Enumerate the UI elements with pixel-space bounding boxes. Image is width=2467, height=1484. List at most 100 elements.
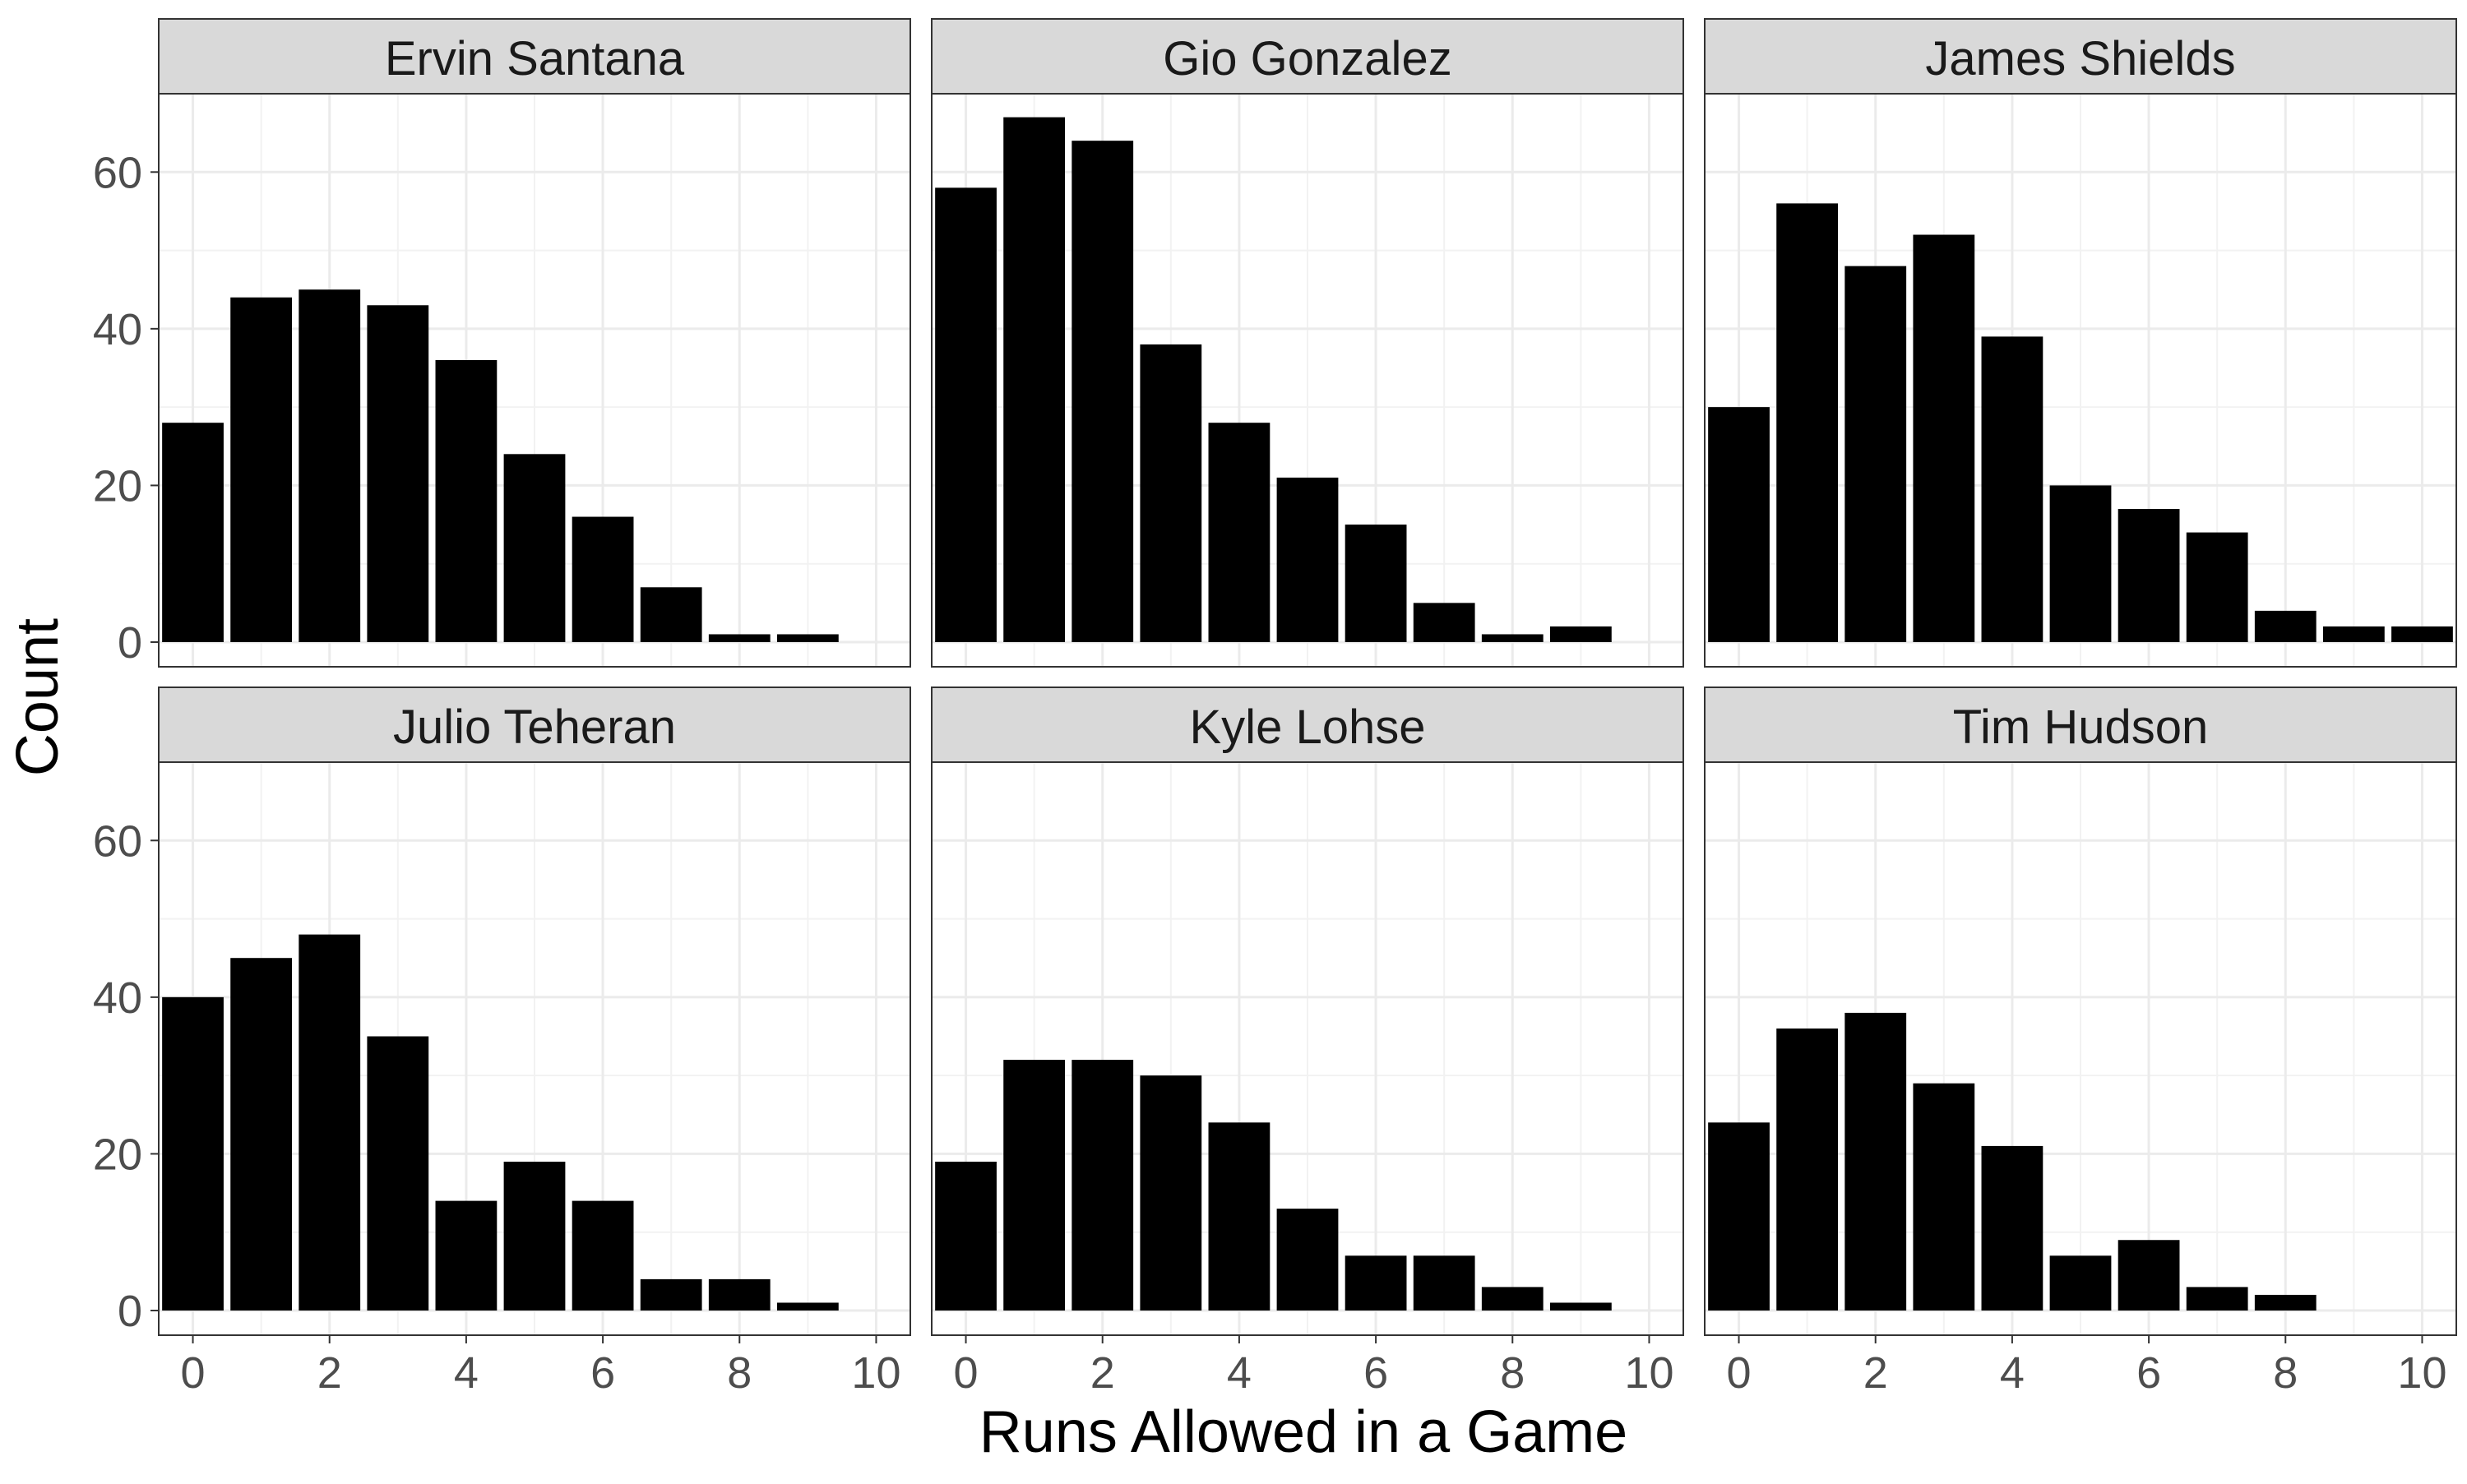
- facet-strip-tim-hudson: [1704, 687, 2457, 763]
- bar-james-shields-8: [2254, 610, 2317, 642]
- bar-kyle-lohse-3: [1140, 1075, 1202, 1311]
- bar-gio-gonzalez-1: [1003, 117, 1066, 643]
- facet-strip-label-tim-hudson: Tim Hudson: [1953, 700, 2209, 754]
- x-tick-label: 10: [1624, 1348, 1673, 1398]
- bar-tim-hudson-5: [2049, 1255, 2112, 1311]
- bar-james-shields-3: [1913, 234, 1975, 642]
- bar-james-shields-5: [2049, 485, 2112, 642]
- x-tick-label: 4: [454, 1348, 479, 1398]
- bar-james-shields-7: [2186, 532, 2248, 642]
- bar-james-shields-4: [1981, 336, 2043, 642]
- facet-strip-ervin-santana: [158, 18, 911, 95]
- bar-gio-gonzalez-6: [1345, 525, 1407, 642]
- bar-ervin-santana-7: [640, 587, 702, 642]
- x-tick-label: 4: [2000, 1348, 2025, 1398]
- bar-kyle-lohse-0: [935, 1161, 997, 1311]
- y-tick-label: 0: [118, 618, 142, 668]
- bar-james-shields-9: [2322, 626, 2385, 642]
- bar-julio-teheran-7: [640, 1278, 702, 1311]
- x-tick-label: 2: [1090, 1348, 1115, 1398]
- panel-border-james-shields: [1704, 93, 2457, 668]
- bar-gio-gonzalez-4: [1208, 423, 1271, 642]
- bar-james-shields-2: [1844, 266, 1907, 642]
- bar-ervin-santana-9: [776, 634, 839, 642]
- bar-gio-gonzalez-5: [1276, 477, 1339, 642]
- bar-tim-hudson-1: [1776, 1028, 1839, 1311]
- bar-gio-gonzalez-2: [1072, 141, 1134, 642]
- bar-james-shields-6: [2118, 509, 2180, 642]
- x-axis-title: Runs Allowed in a Game: [979, 1399, 1627, 1465]
- bar-gio-gonzalez-0: [935, 187, 997, 643]
- bar-kyle-lohse-8: [1481, 1287, 1544, 1311]
- bar-julio-teheran-4: [435, 1200, 498, 1311]
- x-tick-label: 0: [181, 1348, 206, 1398]
- x-tick-label: 8: [727, 1348, 752, 1398]
- bar-ervin-santana-2: [299, 289, 361, 642]
- bar-julio-teheran-2: [299, 934, 361, 1311]
- bar-kyle-lohse-5: [1276, 1209, 1339, 1311]
- bar-kyle-lohse-6: [1345, 1255, 1407, 1311]
- bar-julio-teheran-1: [230, 958, 293, 1311]
- panel-border-kyle-lohse: [931, 761, 1684, 1336]
- facet-strip-james-shields: [1704, 18, 2457, 95]
- facet-strip-julio-teheran: [158, 687, 911, 763]
- x-tick-label: 10: [2397, 1348, 2446, 1398]
- facet-strip-label-gio-gonzalez: Gio Gonzalez: [1163, 32, 1451, 86]
- facet-strip-gio-gonzalez: [931, 18, 1684, 95]
- bar-gio-gonzalez-9: [1549, 626, 1612, 642]
- bar-ervin-santana-3: [367, 305, 429, 642]
- facet-strip-label-kyle-lohse: Kyle Lohse: [1190, 700, 1426, 754]
- facet-strip-label-julio-teheran: Julio Teheran: [393, 700, 676, 754]
- panel-border-gio-gonzalez: [931, 93, 1684, 668]
- bar-james-shields-1: [1776, 203, 1839, 642]
- bar-gio-gonzalez-8: [1481, 634, 1544, 642]
- bar-kyle-lohse-2: [1072, 1060, 1134, 1311]
- x-tick-label: 6: [2136, 1348, 2161, 1398]
- x-tick-label: 0: [954, 1348, 979, 1398]
- bar-tim-hudson-8: [2254, 1294, 2317, 1311]
- facet-strip-kyle-lohse: [931, 687, 1684, 763]
- bar-ervin-santana-6: [572, 516, 634, 642]
- bar-tim-hudson-3: [1913, 1083, 1975, 1311]
- panel-border-ervin-santana: [158, 93, 911, 668]
- bar-james-shields-10: [2391, 626, 2453, 642]
- panel-border-tim-hudson: [1704, 761, 2457, 1336]
- x-tick-label: 8: [2273, 1348, 2298, 1398]
- bar-ervin-santana-4: [435, 359, 498, 642]
- bar-julio-teheran-8: [708, 1278, 771, 1311]
- bar-tim-hudson-6: [2118, 1240, 2180, 1311]
- bar-julio-teheran-6: [572, 1200, 634, 1311]
- x-tick-label: 2: [317, 1348, 342, 1398]
- bar-kyle-lohse-4: [1208, 1122, 1271, 1311]
- bar-julio-teheran-3: [367, 1036, 429, 1311]
- bar-gio-gonzalez-3: [1140, 344, 1202, 642]
- bar-tim-hudson-7: [2186, 1287, 2248, 1311]
- facet-strip-label-ervin-santana: Ervin Santana: [385, 32, 685, 86]
- bar-ervin-santana-0: [162, 423, 224, 642]
- bar-james-shields-0: [1708, 407, 1770, 642]
- bar-kyle-lohse-1: [1003, 1060, 1066, 1311]
- y-axis-title: Count: [5, 618, 71, 776]
- bar-julio-teheran-9: [776, 1302, 839, 1311]
- x-tick-label: 2: [1863, 1348, 1888, 1398]
- x-tick-label: 8: [1500, 1348, 1525, 1398]
- y-tick-label: 20: [93, 461, 142, 511]
- x-tick-label: 6: [1363, 1348, 1388, 1398]
- bar-julio-teheran-5: [503, 1161, 566, 1311]
- bar-julio-teheran-0: [162, 996, 224, 1311]
- bar-tim-hudson-4: [1981, 1145, 2043, 1311]
- bar-tim-hudson-2: [1844, 1012, 1907, 1311]
- x-tick-label: 10: [851, 1348, 900, 1398]
- x-tick-label: 4: [1227, 1348, 1252, 1398]
- x-tick-label: 6: [590, 1348, 615, 1398]
- bar-tim-hudson-0: [1708, 1122, 1770, 1311]
- x-tick-label: 0: [1727, 1348, 1752, 1398]
- bar-ervin-santana-5: [503, 454, 566, 642]
- y-tick-label: 20: [93, 1130, 142, 1179]
- y-tick-label: 40: [93, 305, 142, 354]
- y-tick-label: 60: [93, 148, 142, 197]
- bar-kyle-lohse-7: [1413, 1255, 1475, 1311]
- y-tick-label: 0: [118, 1287, 142, 1336]
